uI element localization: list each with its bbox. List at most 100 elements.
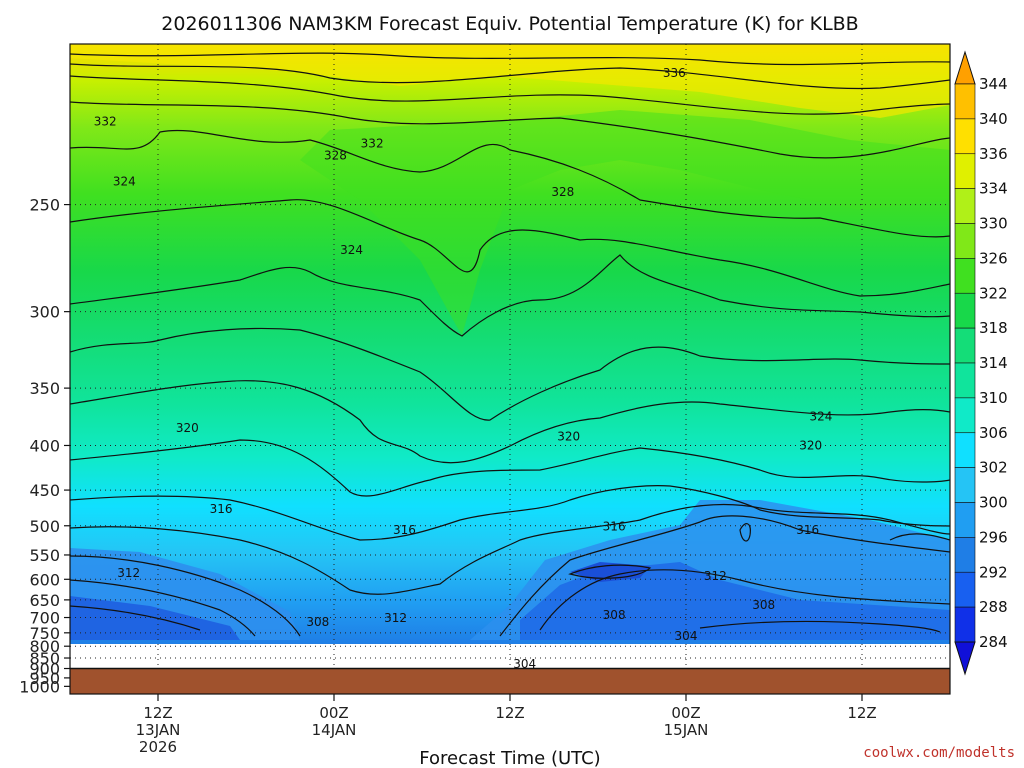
colorbar-label: 288 [979,598,1008,616]
y-tick-label: 800 [29,637,60,656]
contour-line [70,503,950,595]
contour-line [70,254,950,337]
contour-line [699,620,941,633]
contour-line [70,129,950,238]
colorbar-label: 340 [979,110,1008,128]
colorbar-label: 322 [979,284,1008,302]
cool-pool-center-core [520,562,950,640]
contour-line [70,579,256,637]
colorbar-swatch [954,258,976,294]
contour-line [889,533,950,541]
contour-line [739,523,751,542]
contour-label: 316 [603,519,626,533]
x-axis-label: Forecast Time (UTC) [419,748,600,768]
colorbar-swatch [954,118,976,155]
y-tick-label: 350 [29,379,60,398]
contour-line [70,439,950,497]
colorbar-label: 284 [979,633,1008,651]
credit-link[interactable]: coolwx.com/modelts [863,745,1015,761]
contour-label: 332 [361,137,384,151]
contour-label: 312 [384,611,407,625]
colorbar-swatch [954,153,976,189]
colorbar-swatch [954,292,976,329]
ground [70,668,950,694]
y-tick-label: 750 [29,624,60,643]
colorbar-swatch [954,397,976,434]
contour-labels: 336 332 332 328 324 328 324 324 320 320 320 316 316 3… [94,66,833,671]
colorbar-swatch [954,537,976,573]
cool-pocket [570,562,650,582]
contour-line [70,199,950,297]
x-tick-label: 00Z [319,704,348,722]
colorbar-label: 314 [979,354,1008,372]
colorbar-label: 292 [979,563,1008,581]
contour-label: 308 [752,598,775,612]
colorbar-label: 300 [979,494,1008,512]
colorbar-swatch [954,502,976,538]
colorbar-swatch [954,606,976,643]
y-tick-label: 900 [29,660,60,679]
contour-line [70,555,301,637]
y-axis: 250 300 350 400 450 500 550 600 6507007508008509… [19,196,70,696]
y-tick-label: 650 [29,591,60,610]
contour-line [568,564,652,579]
y-tick-label: 300 [29,303,60,322]
contour-label: 320 [557,429,580,443]
contour-label: 320 [176,421,199,435]
contour-label: 308 [603,608,626,622]
y-tick-label: 600 [29,570,60,589]
colorbar-swatch [954,467,976,503]
x-tick-label: 2026 [139,738,177,756]
colorbar-label: 344 [979,75,1008,93]
contour-line [70,63,950,90]
contour-label: 320 [799,438,822,452]
contour-label: 316 [796,523,819,537]
colorbar-label: 310 [979,389,1008,407]
colorbar-label: 306 [979,424,1008,442]
colorbar-label: 326 [979,249,1008,267]
contour-label: 316 [393,523,416,537]
contour-label: 316 [210,502,233,516]
colorbar: 344 340 336 334 330 326 322 318 314 310 306 302 300 2… [954,50,1008,676]
colorbar-swatch [954,223,976,259]
y-tick-label: 450 [29,481,60,500]
colorbar-label: 318 [979,319,1008,337]
contour-label: 312 [704,569,727,583]
x-tick-label: 14JAN [312,721,357,739]
colorbar-label: 330 [979,215,1008,233]
contour-line [70,485,950,541]
y-tick-label: 400 [29,436,60,455]
colorbar-swatch [954,362,976,399]
contour-label: 324 [809,410,832,424]
dry-intrusion [300,110,950,336]
colorbar-bottom-arrow [954,641,976,676]
plot-area [70,44,950,694]
contour-label: 328 [324,149,347,163]
x-tick-label: 15JAN [664,721,709,739]
contour-line [539,569,950,631]
contour-label: 324 [113,174,136,188]
contour-label: 332 [94,115,117,129]
contour-line [70,380,950,464]
contour-label: 308 [306,615,329,629]
colorbar-swatch [954,432,976,468]
contour-line [70,605,201,631]
y-tick-label: 950 [29,669,60,688]
x-tick-label: 12Z [143,704,172,722]
y-tick-label: 850 [29,649,60,668]
contour-label: 324 [340,243,363,257]
y-tick-label: 1000 [19,677,60,696]
x-tick-label: 13JAN [136,721,181,739]
contour-label: 304 [675,629,698,643]
colorbar-label: 296 [979,528,1008,546]
contour-label: 328 [551,185,574,199]
contour-line [70,327,950,421]
colorbar-label: 336 [979,145,1008,163]
x-tick-label: 00Z [671,704,700,722]
colorbar-swatch [954,188,976,224]
contour-label: 312 [117,566,140,580]
y-tick-label: 550 [29,546,60,565]
colorbar-label: 334 [979,180,1008,198]
